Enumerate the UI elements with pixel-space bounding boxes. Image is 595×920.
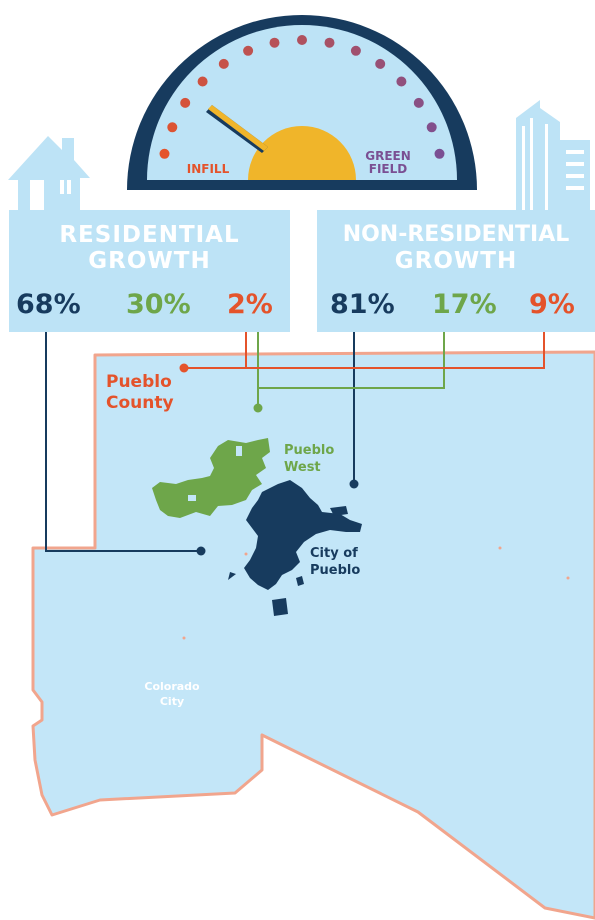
pueblo-county-label-line2: County xyxy=(106,393,174,413)
non-residential-west-pct: 17% xyxy=(432,289,497,320)
pueblo-west-label-line1: Pueblo xyxy=(284,443,335,458)
non-residential-title-line1: NON-RESIDENTIAL xyxy=(342,222,570,247)
gauge-infill-label: INFILL xyxy=(186,162,230,176)
non-residential-title-line2: GROWTH xyxy=(394,248,518,274)
non-residential-growth-panel: NON-RESIDENTIAL GROWTH 81% 17% 9% xyxy=(317,210,595,332)
nonresidential-west-leader xyxy=(258,322,445,389)
pueblo-west-label: Pueblo West xyxy=(284,442,334,476)
city-of-pueblo-label: City of Pueblo xyxy=(310,545,360,579)
colorado-city-label-line1: Colorado xyxy=(144,680,200,693)
non-residential-city-pct: 81% xyxy=(330,289,395,320)
gauge-greenfield-line1: GREEN xyxy=(365,149,411,163)
residential-city-pct: 68% xyxy=(16,289,81,320)
colorado-city-label: Colorado City xyxy=(136,679,208,709)
residential-west-pct: 30% xyxy=(126,289,191,320)
pueblo-west-label-line2: West xyxy=(284,460,321,475)
city-of-pueblo-label-line2: Pueblo xyxy=(310,563,361,578)
pueblo-west-shape xyxy=(152,438,270,518)
city-of-pueblo-label-line1: City of xyxy=(310,546,358,561)
residential-growth-panel: RESIDENTIAL GROWTH 68% 30% 2% xyxy=(9,210,290,332)
colorado-city-label-line2: City xyxy=(159,695,185,708)
pueblo-county-label: Pueblo County xyxy=(106,372,174,414)
gauge-greenfield-label: GREEN FIELD xyxy=(360,150,416,176)
residential-city-leader xyxy=(45,322,201,552)
nonresidential-county-leader xyxy=(246,322,545,369)
city-of-pueblo-shape xyxy=(244,480,362,590)
residential-title-line1: RESIDENTIAL xyxy=(59,222,240,248)
residential-county-pct: 2% xyxy=(227,289,273,320)
pueblo-county-label-line1: Pueblo xyxy=(106,372,172,392)
pueblo-county-shape xyxy=(31,350,595,920)
non-residential-county-pct: 9% xyxy=(529,289,575,320)
residential-title-line2: GROWTH xyxy=(88,248,211,274)
gauge-greenfield-line2: FIELD xyxy=(368,162,408,176)
